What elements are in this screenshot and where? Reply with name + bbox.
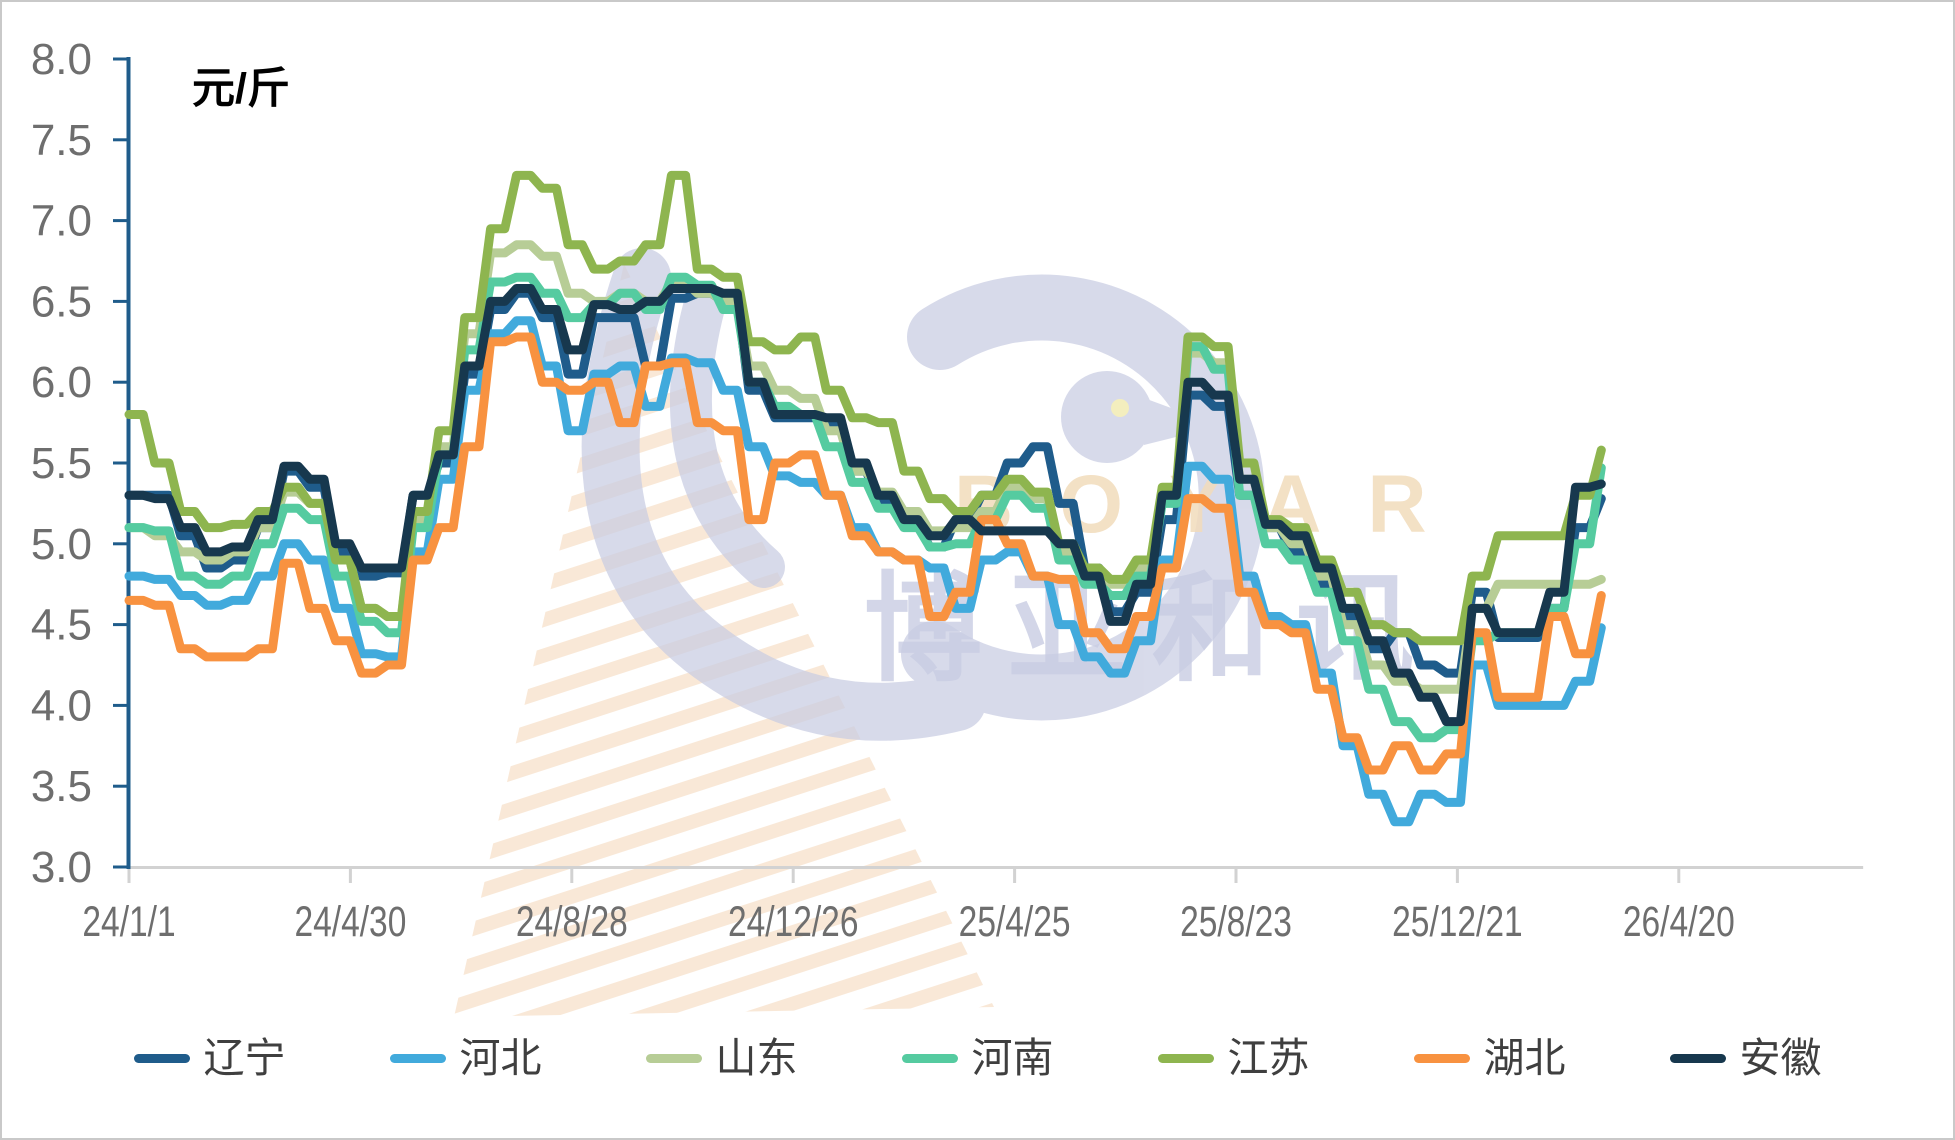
legend-label-shandong: 山东 — [715, 1035, 798, 1081]
legend-label-jiangsu: 江苏 — [1227, 1035, 1310, 1081]
legend-swatch-shandong — [645, 1054, 702, 1063]
series-line-anhui — [124, 284, 1606, 727]
legend-label-liaoning: 辽宁 — [203, 1035, 286, 1081]
legend-swatch-hubei — [1413, 1054, 1470, 1063]
legend-label-henan: 河南 — [971, 1035, 1054, 1081]
legend-swatch-liaoning — [133, 1054, 190, 1063]
series-line-henan — [124, 272, 1606, 743]
bird-head — [1061, 371, 1153, 463]
legend-item-jiangsu: 江苏 — [1157, 1035, 1310, 1081]
series-line-hubei — [124, 332, 1606, 775]
bird-eye — [1111, 399, 1129, 417]
y-tick-label: 3.0 — [31, 843, 92, 892]
legend-item-anhui: 安徽 — [1669, 1035, 1822, 1081]
y-tick-label: 3.5 — [31, 762, 92, 811]
y-tick-label: 6.0 — [31, 358, 92, 407]
series-lines — [124, 170, 1606, 827]
y-tick-label: 5.5 — [31, 439, 92, 488]
y-tick-label: 4.0 — [31, 681, 92, 730]
x-tick-label: 24/12/26 — [728, 898, 859, 946]
legend-label-hubei: 湖北 — [1483, 1035, 1566, 1081]
x-tick-label: 25/12/21 — [1392, 898, 1523, 946]
legend-swatch-hebei — [389, 1054, 446, 1063]
x-tick-label: 24/8/28 — [516, 898, 628, 946]
y-tick-label: 7.0 — [31, 197, 92, 246]
unit-label: 元/斤 — [192, 65, 290, 113]
legend-item-liaoning: 辽宁 — [133, 1035, 286, 1081]
y-tick-label: 5.0 — [31, 520, 92, 569]
y-tick-label: 7.5 — [31, 116, 92, 165]
legend-label-hebei: 河北 — [459, 1035, 542, 1081]
legend-item-hubei: 湖北 — [1413, 1035, 1566, 1081]
x-tick-label: 26/4/20 — [1623, 898, 1735, 946]
series-line-jiangsu — [124, 170, 1606, 646]
axes: 3.0 3.5 4.0 4.5 5.0 5.5 6.0 6.5 7.0 7.5 8.0 24/1/1 2… — [31, 35, 1864, 946]
x-tick-label: 24/1/1 — [82, 898, 175, 946]
x-tick-label: 24/4/30 — [294, 898, 406, 946]
x-tick-label: 25/8/23 — [1180, 898, 1292, 946]
legend-swatch-henan — [901, 1054, 958, 1063]
legend-item-henan: 河南 — [901, 1035, 1054, 1081]
legend: 辽宁 河北 山东 河南 江苏 湖北 安徽 — [2, 1038, 1953, 1079]
x-tick-label: 25/4/25 — [959, 898, 1071, 946]
legend-swatch-jiangsu — [1157, 1054, 1214, 1063]
y-tick-label: 6.5 — [31, 277, 92, 326]
legend-label-anhui: 安徽 — [1739, 1035, 1822, 1081]
legend-item-hebei: 河北 — [389, 1035, 542, 1081]
y-tick-label: 8.0 — [31, 35, 92, 84]
legend-swatch-anhui — [1669, 1054, 1726, 1063]
y-tick-label: 4.5 — [31, 601, 92, 650]
legend-item-shandong: 山东 — [645, 1035, 798, 1081]
